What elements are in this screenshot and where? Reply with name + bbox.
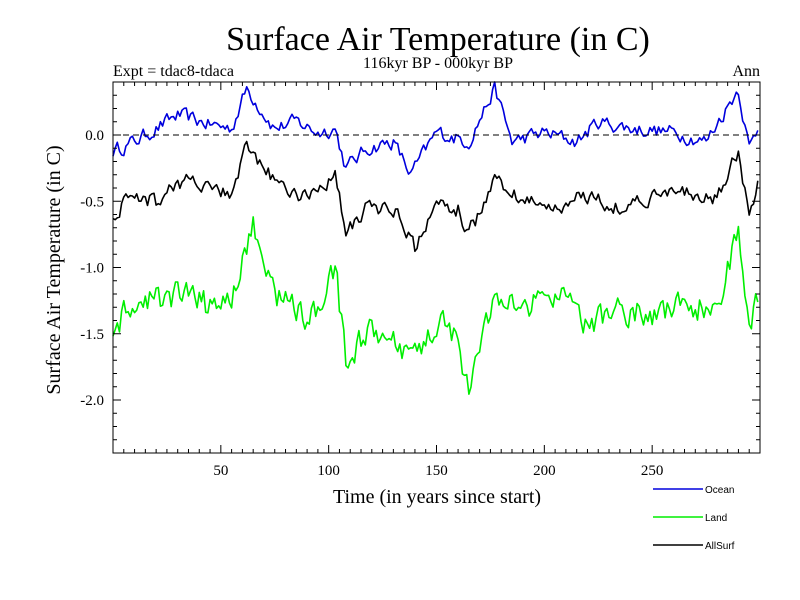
y-tick-label: -1.5 [80,327,104,343]
x-tick-label: 250 [641,463,664,479]
y-tick-label: -1.0 [80,261,104,277]
y-tick-label: -0.5 [80,194,104,210]
x-tick-label: 150 [425,463,448,479]
x-tick-label: 200 [533,463,556,479]
series-line-allsurf [112,140,759,253]
x-tick-label: 100 [317,463,340,479]
tick-layer: 50 100 150 200 250 0.0 -0.5 -1.0 -1.5 -2.0 [80,81,760,479]
plot-area: 50 100 150 200 250 0.0 -0.5 -1.0 -1.5 -2.0 [80,81,761,479]
chart-title: Surface Air Temperature (in C) [226,21,650,58]
legend-label-ocean: Ocean [705,485,734,496]
legend-label-allsurf: AllSurf [705,541,735,552]
series-line-land [112,216,759,396]
season-label: Ann [732,63,760,80]
y-tick-label: -2.0 [80,393,104,409]
chart-subtitle: 116kyr BP - 000kyr BP [363,55,513,72]
plot-frame [112,81,761,454]
series-line-ocean [112,81,759,175]
x-tick-label: 50 [213,463,228,479]
series-layer [112,81,759,396]
legend-label-land: Land [705,513,727,524]
y-axis-label: Surface Air Temperature (in C) [43,145,65,394]
experiment-label: Expt = tdac8-tdaca [113,63,234,80]
x-axis-label: Time (in years since start) [333,486,541,508]
legend: Ocean Land AllSurf [653,485,735,552]
y-tick-label: 0.0 [85,128,104,144]
